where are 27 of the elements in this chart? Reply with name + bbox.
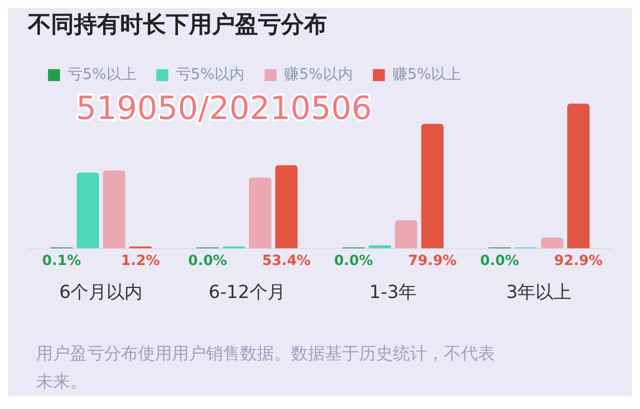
bar — [76, 172, 100, 248]
bar — [102, 170, 126, 248]
bar — [275, 165, 298, 248]
bar — [394, 220, 418, 248]
x-tick-label: 6-12个月 — [208, 282, 286, 303]
x-tick-label: 3年以上 — [506, 282, 572, 303]
chart-title: 不同持有时长下用户盈亏分布 — [27, 10, 327, 38]
x-tick-label: 6个月以内 — [59, 282, 143, 303]
text: 用户盈亏分布使用用户销售数据。数据基于历史统计，不代表未来。 — [35, 343, 496, 394]
annotation: 519050/20210506 — [76, 88, 372, 127]
legend-label: 亏5%以上 — [68, 64, 136, 83]
data-label: 79.9% — [408, 253, 457, 270]
data-label: 53.4% — [262, 253, 311, 270]
data-label: 0.0% — [188, 253, 227, 270]
legend-label: 赚5%以内 — [284, 64, 353, 83]
bar — [421, 124, 444, 248]
bar — [540, 238, 564, 248]
data-label: 92.9% — [554, 253, 603, 270]
data-label: 0.1% — [42, 253, 81, 270]
bar — [248, 178, 272, 248]
legend-label: 亏5%以内 — [176, 64, 245, 83]
data-label: 0.0% — [334, 253, 373, 270]
bar — [567, 104, 590, 248]
data-label: 0.0% — [480, 253, 519, 270]
x-tick-label: 1-3年 — [369, 282, 417, 303]
data-label: 1.2% — [121, 253, 160, 270]
legend-label: 赚5%以上 — [392, 64, 462, 83]
